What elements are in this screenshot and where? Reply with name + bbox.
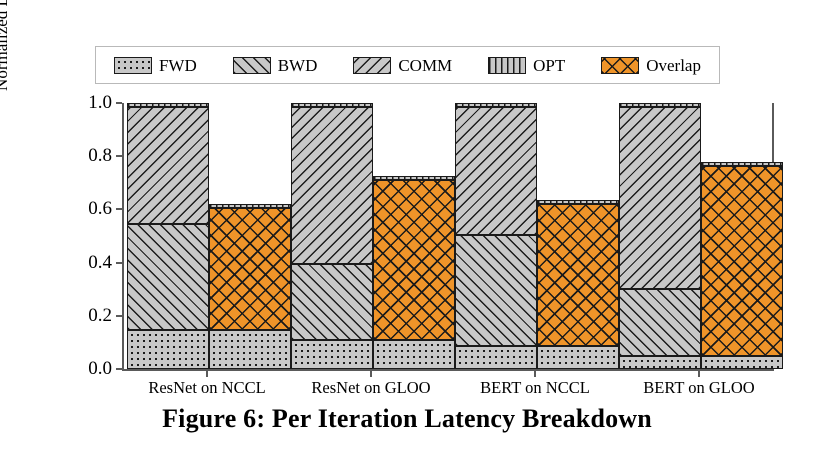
y-tick-mark [116, 314, 122, 317]
y-tick-label: 0.2 [88, 304, 112, 326]
bar-segment-overlap [209, 208, 291, 331]
bar-segment-overlap [373, 180, 455, 340]
legend-item-opt: OPT [488, 55, 566, 75]
legend-label-opt: OPT [533, 55, 566, 75]
legend-item-fwd: FWD [113, 55, 197, 75]
y-tick-mark [116, 208, 122, 211]
legend-swatch-bwd-icon [232, 56, 271, 74]
bar-segment-fwd [291, 339, 373, 369]
x-tick-label: BERT on GLOO [643, 378, 755, 397]
bar-segment-bwd [291, 263, 373, 340]
x-tick-label: ResNet on NCCL [148, 378, 266, 397]
legend-swatch-comm-icon [353, 56, 392, 74]
y-tick-label: 0.6 [88, 198, 112, 220]
legend-item-comm: COMM [353, 55, 453, 75]
bar-segment-fwd [455, 346, 537, 369]
bar-segment-bwd [127, 224, 209, 331]
bar-segment-opt [291, 103, 373, 107]
x-tick-mark [534, 371, 536, 377]
x-tick-label: BERT on NCCL [480, 378, 590, 397]
bar-segment-comm [127, 107, 209, 225]
bar-segment-fwd [619, 355, 701, 369]
legend-swatch-overlap-icon [601, 56, 640, 74]
legend-item-bwd: BWD [232, 55, 318, 75]
legend-label-comm: COMM [398, 55, 453, 75]
legend-label-bwd: BWD [277, 55, 318, 75]
bar-segment-overlap [537, 204, 619, 347]
bar-segment-fwd [537, 346, 619, 369]
y-tick-mark [116, 368, 122, 370]
y-tick-mark [116, 102, 122, 104]
bar-segment-overlap [701, 165, 783, 356]
legend-label-fwd: FWD [158, 55, 197, 75]
legend-label-overlap: Overlap [646, 55, 701, 75]
bar-segment-opt [209, 204, 291, 209]
bar-segment-fwd [373, 339, 455, 369]
bar-segment-opt [127, 103, 209, 107]
y-tick-label: 0.8 [88, 145, 112, 167]
y-tick-label: 0.0 [88, 358, 112, 379]
y-tick-label: 1.0 [88, 92, 112, 113]
y-axis-title: Normalized Latency Breakdown [0, 0, 12, 120]
legend-swatch-fwd-icon [113, 56, 152, 74]
bar-segment-fwd [209, 330, 291, 369]
bar-segment-comm [291, 107, 373, 264]
bar-segment-opt [373, 176, 455, 181]
plot-area [122, 103, 783, 371]
bar-segment-fwd [701, 355, 783, 369]
bar-segment-comm [455, 107, 537, 235]
x-tick-label: ResNet on GLOO [311, 378, 431, 397]
bar-segment-opt [701, 161, 783, 166]
bars-layer [124, 103, 783, 369]
x-tick-mark [698, 371, 700, 377]
chart-legend: FWD BWD COMM OPT Overlap [95, 46, 720, 84]
bar-segment-bwd [619, 289, 701, 356]
bar-segment-opt [455, 103, 537, 107]
bar-segment-opt [619, 103, 701, 107]
x-tick-mark [206, 371, 208, 377]
bar-segment-comm [619, 107, 701, 290]
legend-item-overlap: Overlap [601, 55, 701, 75]
y-tick-mark [116, 261, 122, 264]
legend-swatch-opt-icon [488, 56, 527, 74]
x-tick-mark [370, 371, 372, 377]
bar-segment-bwd [455, 234, 537, 347]
y-tick-label: 0.4 [88, 251, 112, 273]
bar-segment-fwd [127, 330, 209, 369]
figure-caption: Figure 6: Per Iteration Latency Breakdow… [162, 404, 652, 433]
bar-segment-opt [537, 200, 619, 205]
y-tick-mark [116, 155, 122, 158]
